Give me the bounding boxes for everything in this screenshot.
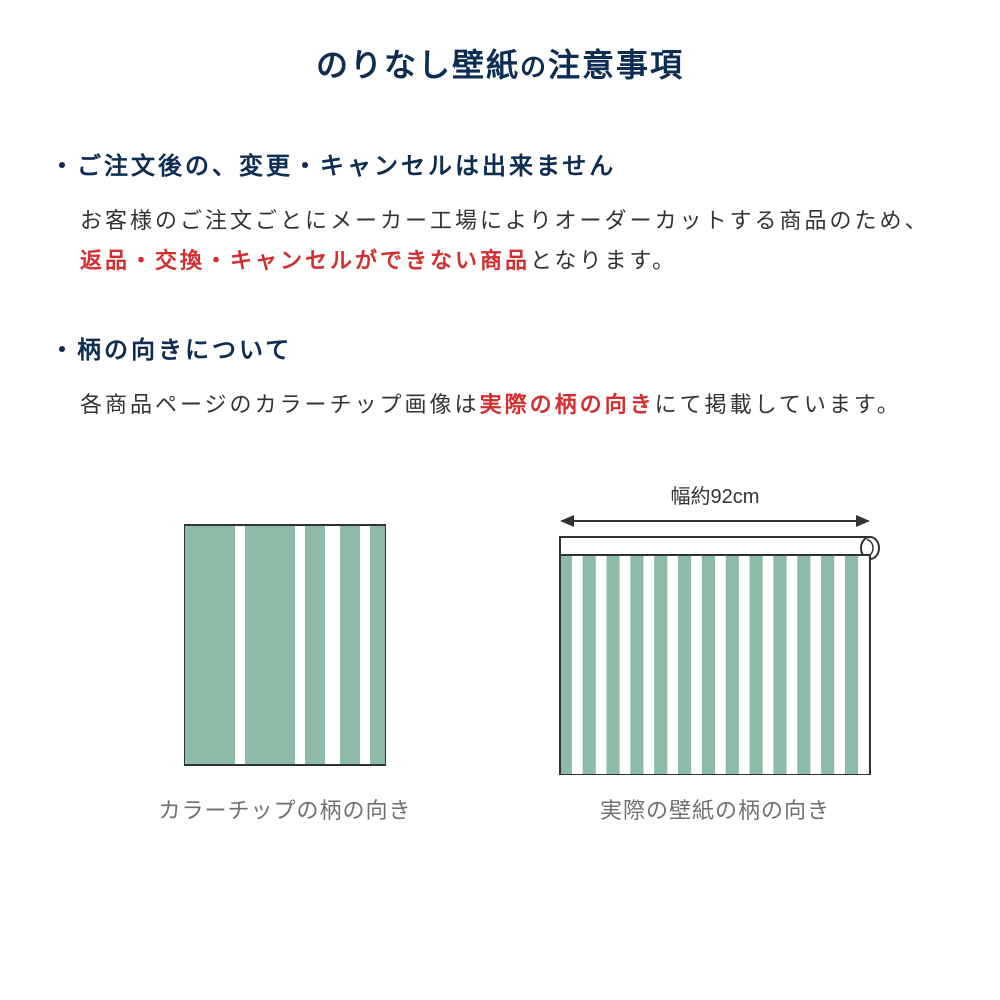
roll-caption: 実際の壁紙の柄の向き (600, 793, 830, 825)
diagram-colorchip: カラーチップの柄の向き (115, 475, 455, 825)
pattern-body-pre: 各商品ページのカラーチップ画像は (80, 392, 480, 417)
cancel-body: お客様のご注文ごとにメーカー工場によりオーダーカットする商品のため、返品・交換・… (80, 201, 950, 280)
title-part1: のりなし壁紙 (316, 47, 520, 83)
cancel-body-red: 返品・交換・キャンセルができない商品 (80, 248, 530, 273)
pattern-body-post: にて掲載しています。 (655, 392, 902, 417)
section-cancel: ・ご注文後の、変更・キャンセルは出来ません お客様のご注文ごとにメーカー工場によ… (50, 146, 950, 280)
pattern-body-red: 実際の柄の向き (480, 392, 655, 417)
pattern-body: 各商品ページのカラーチップ画像は実際の柄の向きにて掲載しています。 (80, 385, 950, 425)
cancel-body-post: となります。 (530, 248, 677, 273)
svg-text:幅約92cm: 幅約92cm (671, 485, 760, 508)
cancel-heading: ・ご注文後の、変更・キャンセルは出来ません (50, 146, 950, 181)
section-pattern: ・柄の向きについて 各商品ページのカラーチップ画像は実際の柄の向きにて掲載してい… (50, 330, 950, 425)
roll-illustration: 幅約92cm (545, 475, 885, 775)
roll-svg: 幅約92cm (545, 485, 885, 775)
title-part2: 注意事項 (548, 47, 684, 83)
diagrams-row: カラーチップの柄の向き 幅約92cm 実際の壁紙の柄の向き (50, 475, 950, 825)
title-particle: の (520, 52, 548, 82)
cancel-body-pre: お客様のご注文ごとにメーカー工場によりオーダーカットする商品のため、 (80, 208, 930, 233)
colorchip-svg (175, 515, 395, 775)
page-title: のりなし壁紙の注意事項 (50, 40, 950, 86)
diagram-roll: 幅約92cm 実際の壁紙の柄の向き (545, 475, 885, 825)
colorchip-caption: カラーチップの柄の向き (158, 793, 411, 825)
colorchip-illustration (115, 475, 455, 775)
pattern-heading: ・柄の向きについて (50, 330, 950, 365)
